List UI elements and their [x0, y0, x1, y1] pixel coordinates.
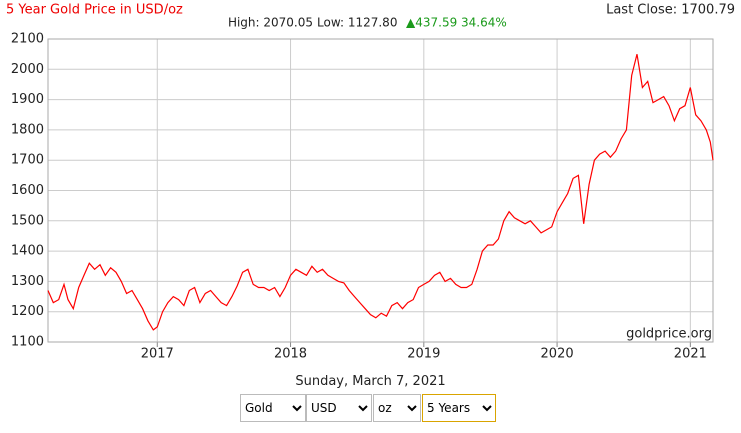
price-line	[47, 54, 714, 331]
watermark: goldprice.org	[626, 327, 712, 342]
last-close: Last Close: 1700.79	[606, 3, 735, 18]
y-tick-label: 1400	[11, 244, 44, 259]
x-tick-label: 2020	[541, 347, 574, 362]
y-tick-label: 1600	[11, 183, 44, 198]
x-tick-label: 2018	[274, 347, 307, 362]
chart: 5 Year Gold Price in USD/oz Last Close: …	[6, 3, 735, 362]
y-tick-label: 1800	[11, 122, 44, 137]
low: Low: 1127.80	[317, 16, 397, 30]
x-tick-label: 2017	[141, 347, 174, 362]
high: High: 2070.05	[228, 16, 313, 30]
chart-title: 5 Year Gold Price in USD/oz	[6, 3, 183, 18]
y-tick-label: 1100	[11, 335, 44, 350]
unit-select[interactable]: oz	[373, 394, 421, 422]
y-tick-label: 1500	[11, 213, 44, 228]
y-tick-label: 2000	[11, 62, 44, 77]
currency-select[interactable]: USD	[306, 394, 372, 422]
period-select[interactable]: 5 Years	[422, 394, 496, 422]
change: ▲437.59 34.64%	[406, 16, 507, 30]
date: Sunday, March 7, 2021	[295, 374, 446, 389]
x-tick-label: 2019	[407, 347, 440, 362]
metal-select[interactable]: Gold	[240, 394, 306, 422]
x-tick-label: 2021	[674, 347, 707, 362]
y-tick-label: 1700	[11, 153, 44, 168]
y-tick-label: 1200	[11, 304, 44, 319]
plot-border	[47, 38, 714, 343]
y-tick-label: 1900	[11, 92, 44, 107]
y-tick-label: 1300	[11, 274, 44, 289]
y-tick-label: 2100	[11, 32, 44, 47]
